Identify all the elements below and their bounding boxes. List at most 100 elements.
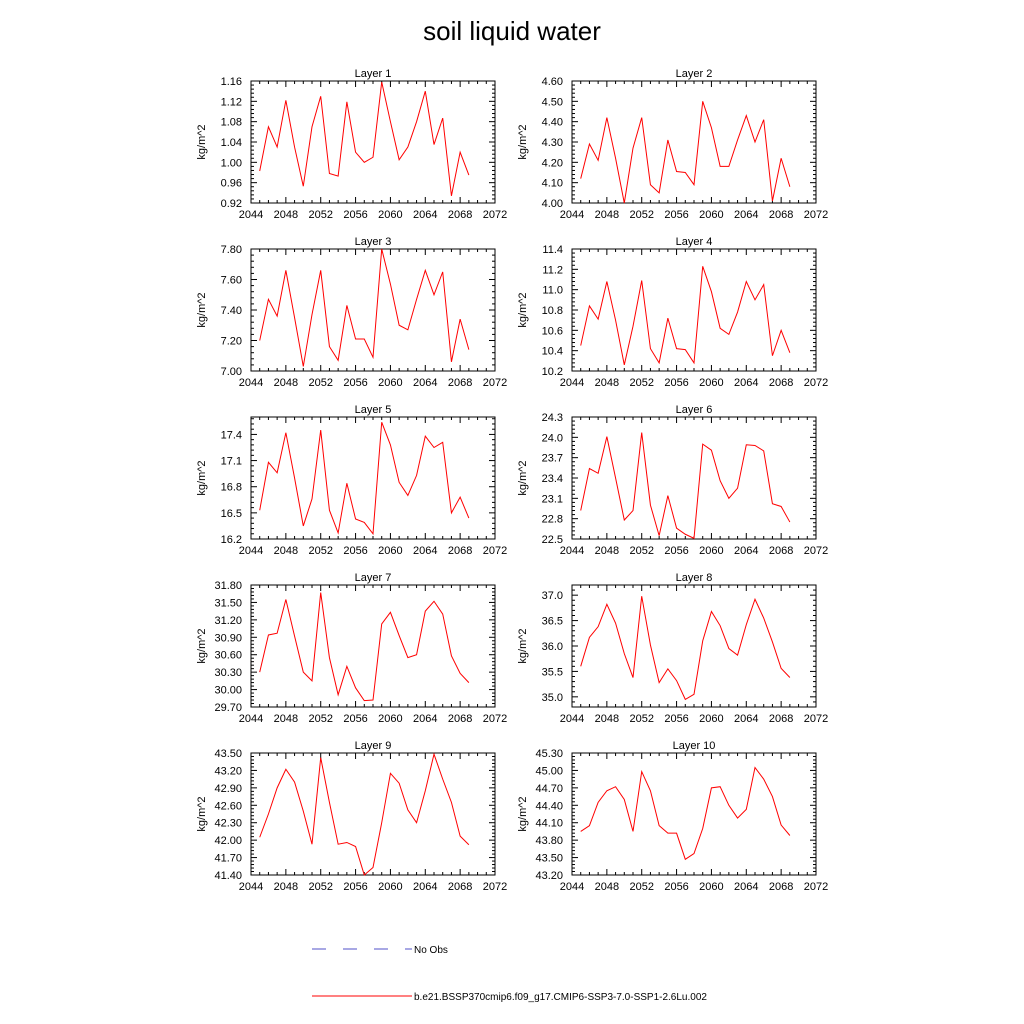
series-line <box>259 752 470 876</box>
panel-title: Layer 8 <box>676 572 713 584</box>
x-tick-label: 2064 <box>734 881 758 893</box>
x-tick-label: 2044 <box>560 713 584 725</box>
y-axis-label: kg/m^2 <box>517 796 529 831</box>
y-tick-label: 4.50 <box>542 96 563 108</box>
y-tick-label: 30.00 <box>214 685 242 697</box>
y-tick-label: 42.90 <box>214 783 242 795</box>
y-axis-label: kg/m^2 <box>517 460 529 495</box>
y-tick-label: 42.30 <box>214 818 242 830</box>
x-tick-label: 2048 <box>274 545 298 557</box>
y-tick-label: 10.8 <box>542 305 563 317</box>
y-tick-label: 43.50 <box>535 853 563 865</box>
y-tick-label: 1.04 <box>221 137 242 149</box>
y-tick-label: 4.00 <box>542 198 563 210</box>
x-tick-label: 2072 <box>483 209 507 221</box>
series-line <box>580 596 791 701</box>
y-tick-label: 7.00 <box>221 366 242 378</box>
y-tick-label: 23.1 <box>542 493 563 505</box>
panel-layer-9: Layer 9 kg/m^2 2044 2048 2052 2056 2060 2064 206… <box>196 740 507 893</box>
x-tick-label: 2064 <box>734 545 758 557</box>
x-tick-label: 2072 <box>483 545 507 557</box>
x-tick-label: 2052 <box>308 377 332 389</box>
y-tick-label: 36.0 <box>542 641 563 653</box>
y-tick-label: 30.30 <box>214 667 242 679</box>
y-axis-label: kg/m^2 <box>196 460 208 495</box>
x-tick-label: 2048 <box>595 209 619 221</box>
panel-layer-7: Layer 7 kg/m^2 2044 2048 2052 2056 2060 2064 206… <box>196 572 507 725</box>
x-tick-label: 2068 <box>448 713 472 725</box>
y-tick-label: 16.8 <box>221 482 242 494</box>
x-tick-label: 2072 <box>804 713 828 725</box>
y-tick-label: 30.60 <box>214 650 242 662</box>
x-tick-label: 2044 <box>239 881 263 893</box>
x-tick-label: 2060 <box>699 713 723 725</box>
y-tick-label: 4.40 <box>542 117 563 129</box>
x-tick-label: 2068 <box>448 209 472 221</box>
x-tick-label: 2052 <box>308 209 332 221</box>
y-tick-label: 1.00 <box>221 157 242 169</box>
y-tick-label: 4.20 <box>542 157 563 169</box>
x-tick-label: 2060 <box>378 209 402 221</box>
x-tick-label: 2044 <box>560 209 584 221</box>
y-tick-label: 31.80 <box>214 580 242 592</box>
series-line <box>580 766 791 861</box>
y-tick-label: 16.2 <box>221 534 242 546</box>
x-tick-label: 2072 <box>804 209 828 221</box>
y-tick-label: 35.0 <box>542 692 563 704</box>
legend-obs-label: No Obs <box>414 945 448 956</box>
x-tick-label: 2072 <box>804 377 828 389</box>
x-tick-label: 2064 <box>734 209 758 221</box>
panel-title: Layer 3 <box>355 236 392 248</box>
x-tick-label: 2044 <box>239 209 263 221</box>
y-tick-label: 11.4 <box>542 244 563 256</box>
x-tick-label: 2072 <box>483 377 507 389</box>
legend-model-label: b.e21.BSSP370cmip6.f09_g17.CMIP6-SSP3-7.… <box>414 992 707 1003</box>
x-tick-label: 2068 <box>769 209 793 221</box>
panel-title: Layer 7 <box>355 572 392 584</box>
x-tick-label: 2064 <box>413 881 437 893</box>
y-tick-label: 1.12 <box>221 96 242 108</box>
y-tick-label: 43.50 <box>214 748 242 760</box>
series-line <box>580 432 791 540</box>
x-tick-label: 2052 <box>629 881 653 893</box>
y-tick-label: 10.6 <box>542 325 563 337</box>
y-tick-label: 44.40 <box>535 800 563 812</box>
x-tick-label: 2056 <box>664 377 688 389</box>
x-tick-label: 2064 <box>413 377 437 389</box>
x-tick-label: 2056 <box>664 209 688 221</box>
series-line <box>259 592 470 702</box>
panel-layer-5: Layer 5 kg/m^2 2044 2048 2052 2056 2060 2064 206… <box>196 404 507 557</box>
x-tick-label: 2044 <box>239 377 263 389</box>
y-tick-label: 41.40 <box>214 870 242 882</box>
legend: No Obs b.e21.BSSP370cmip6.f09_g17.CMIP6-… <box>312 945 707 1003</box>
y-axis-label: kg/m^2 <box>196 628 208 663</box>
y-tick-label: 4.60 <box>542 76 563 88</box>
panel-title: Layer 1 <box>355 68 392 80</box>
y-tick-label: 23.4 <box>542 473 563 485</box>
y-axis-label: kg/m^2 <box>517 628 529 663</box>
y-tick-label: 17.1 <box>221 456 242 468</box>
x-tick-label: 2060 <box>699 881 723 893</box>
y-tick-label: 10.4 <box>542 346 563 358</box>
y-tick-label: 37.0 <box>542 590 563 602</box>
x-tick-label: 2068 <box>769 377 793 389</box>
x-tick-label: 2048 <box>274 377 298 389</box>
x-tick-label: 2064 <box>734 377 758 389</box>
x-tick-label: 2048 <box>595 713 619 725</box>
x-tick-label: 2048 <box>274 209 298 221</box>
x-tick-label: 2052 <box>308 713 332 725</box>
y-tick-label: 22.5 <box>542 534 563 546</box>
panel-layer-6: Layer 6 kg/m^2 2044 2048 2052 2056 2060 2064 206… <box>517 404 828 557</box>
y-tick-label: 7.20 <box>221 336 242 348</box>
y-tick-label: 41.70 <box>214 853 242 865</box>
panel-title: Layer 9 <box>355 740 392 752</box>
series-line <box>580 266 791 366</box>
y-tick-label: 11.0 <box>542 285 563 297</box>
x-tick-label: 2068 <box>769 881 793 893</box>
y-tick-label: 45.30 <box>535 748 563 760</box>
y-tick-label: 43.80 <box>535 835 563 847</box>
x-tick-label: 2068 <box>769 545 793 557</box>
x-tick-label: 2064 <box>734 713 758 725</box>
y-axis-label: kg/m^2 <box>517 292 529 327</box>
x-tick-label: 2056 <box>664 881 688 893</box>
